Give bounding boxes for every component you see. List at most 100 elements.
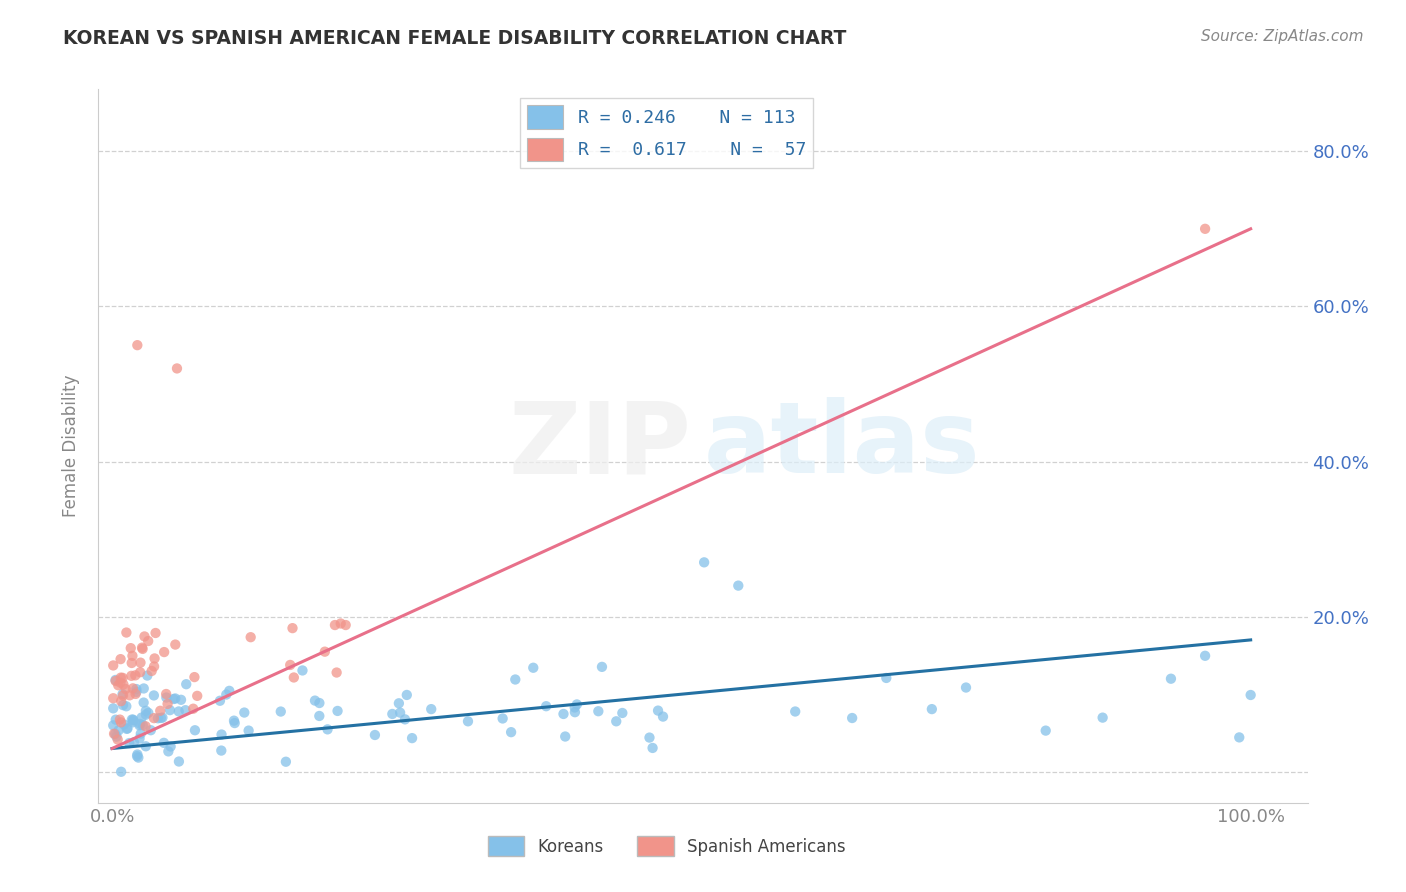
Point bbox=[323, 618, 346, 632]
Point bbox=[105, 730, 128, 744]
Point bbox=[129, 717, 152, 731]
Point bbox=[124, 687, 146, 701]
Point bbox=[125, 685, 148, 699]
Point bbox=[222, 714, 245, 728]
Point bbox=[208, 694, 231, 708]
Point bbox=[304, 693, 326, 707]
Point bbox=[181, 702, 204, 716]
Point bbox=[565, 698, 588, 712]
Point bbox=[564, 705, 586, 719]
Point bbox=[281, 621, 304, 635]
Point bbox=[134, 630, 156, 644]
Point bbox=[124, 668, 146, 682]
Point bbox=[218, 683, 240, 698]
Point bbox=[132, 696, 155, 710]
Point bbox=[727, 579, 749, 593]
Point bbox=[108, 713, 131, 727]
Y-axis label: Female Disability: Female Disability bbox=[62, 375, 80, 517]
Point bbox=[111, 687, 134, 701]
Point bbox=[121, 713, 143, 727]
Point bbox=[135, 704, 157, 718]
Point bbox=[103, 718, 125, 732]
Text: ZIP: ZIP bbox=[509, 398, 692, 494]
Point bbox=[131, 641, 153, 656]
Point bbox=[167, 705, 190, 719]
Point bbox=[142, 689, 165, 703]
Point bbox=[1240, 688, 1263, 702]
Point bbox=[314, 645, 336, 659]
Point bbox=[132, 681, 155, 696]
Point bbox=[1160, 672, 1182, 686]
Point bbox=[308, 709, 330, 723]
Point bbox=[316, 723, 339, 737]
Point bbox=[1091, 711, 1114, 725]
Point bbox=[647, 704, 669, 718]
Point bbox=[104, 713, 127, 727]
Point bbox=[270, 705, 292, 719]
Point bbox=[389, 706, 412, 720]
Point bbox=[875, 671, 897, 685]
Point bbox=[785, 705, 807, 719]
Point bbox=[1227, 731, 1250, 745]
Point bbox=[135, 739, 157, 754]
Point bbox=[503, 673, 526, 687]
Point bbox=[125, 681, 148, 696]
Point bbox=[112, 717, 135, 731]
Point bbox=[215, 688, 238, 702]
Point bbox=[121, 648, 143, 663]
Point bbox=[107, 723, 129, 738]
Point bbox=[155, 690, 177, 705]
Point bbox=[335, 618, 357, 632]
Point bbox=[104, 673, 127, 687]
Point bbox=[278, 657, 301, 672]
Point bbox=[103, 727, 125, 741]
Point bbox=[110, 715, 132, 730]
Point bbox=[111, 671, 134, 685]
Point bbox=[114, 681, 136, 696]
Point bbox=[1194, 222, 1216, 236]
Point bbox=[155, 687, 177, 701]
Point bbox=[127, 747, 149, 762]
Point bbox=[132, 718, 155, 732]
Point bbox=[588, 704, 610, 718]
Point bbox=[110, 694, 132, 708]
Point bbox=[153, 736, 176, 750]
Point bbox=[146, 711, 169, 725]
Point bbox=[591, 660, 613, 674]
Point bbox=[110, 652, 132, 666]
Point bbox=[167, 755, 190, 769]
Point bbox=[381, 706, 404, 721]
Point bbox=[131, 640, 153, 655]
Point bbox=[174, 703, 197, 717]
Point bbox=[394, 712, 416, 726]
Point bbox=[139, 723, 162, 738]
Point bbox=[364, 728, 387, 742]
Point bbox=[110, 675, 132, 690]
Point bbox=[120, 669, 142, 683]
Text: KOREAN VS SPANISH AMERICAN FEMALE DISABILITY CORRELATION CHART: KOREAN VS SPANISH AMERICAN FEMALE DISABI… bbox=[63, 29, 846, 48]
Point bbox=[184, 723, 207, 738]
Point bbox=[166, 361, 188, 376]
Point bbox=[522, 661, 544, 675]
Point bbox=[136, 634, 159, 648]
Point bbox=[153, 645, 176, 659]
Point bbox=[239, 630, 262, 644]
Point bbox=[641, 741, 664, 756]
Point bbox=[122, 713, 145, 727]
Point bbox=[652, 709, 675, 723]
Point bbox=[128, 731, 150, 746]
Point bbox=[145, 626, 167, 640]
Point bbox=[136, 668, 159, 682]
Point bbox=[121, 715, 143, 730]
Point bbox=[605, 714, 627, 729]
Point bbox=[107, 732, 129, 747]
Point bbox=[103, 701, 125, 715]
Point bbox=[388, 696, 411, 710]
Point bbox=[157, 744, 180, 758]
Point bbox=[121, 656, 143, 670]
Point bbox=[129, 656, 152, 670]
Point bbox=[308, 696, 330, 710]
Point bbox=[131, 710, 153, 724]
Point bbox=[129, 665, 152, 680]
Point bbox=[152, 710, 174, 724]
